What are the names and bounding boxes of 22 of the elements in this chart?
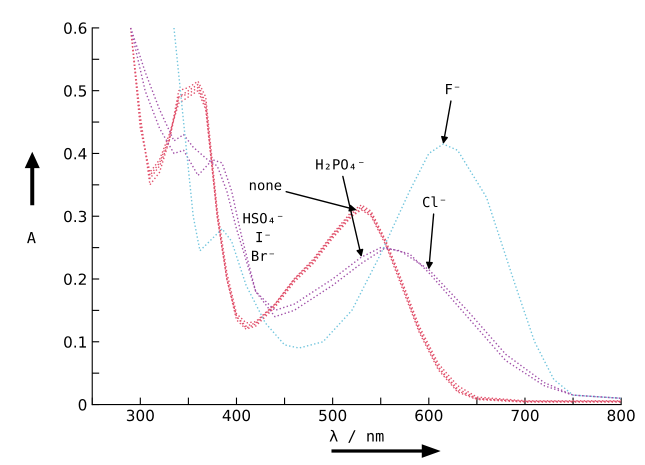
x-tick-label: 800	[608, 410, 635, 422]
annotation: H₂PO₄⁻	[316, 159, 364, 170]
annotation: Br⁻	[252, 250, 274, 261]
annotation: I⁻	[256, 232, 270, 242]
x-tick-label: 300	[126, 410, 154, 422]
y-tick-label: 0.3	[64, 210, 86, 222]
x-tick-label: 400	[222, 410, 250, 422]
annotation: Cl⁻	[422, 196, 446, 208]
y-tick-label: 0.6	[64, 22, 86, 34]
x-axis-title: λ / nm	[330, 430, 384, 443]
annotation: HSO₄⁻	[243, 212, 282, 224]
annotation: none	[250, 182, 282, 190]
x-tick-label: 600	[415, 410, 442, 422]
y-axis-title: A	[27, 232, 36, 244]
y-tick-label: 0	[78, 399, 86, 411]
y-tick-label: 0.5	[64, 85, 86, 97]
x-tick-label: 500	[319, 410, 346, 422]
annotation: F⁻	[446, 84, 460, 94]
y-tick-label: 0.4	[64, 148, 87, 160]
y-tick-label: 0.1	[64, 336, 86, 348]
y-tick-label: 0.2	[64, 273, 86, 286]
x-tick-label: 700	[512, 410, 539, 422]
